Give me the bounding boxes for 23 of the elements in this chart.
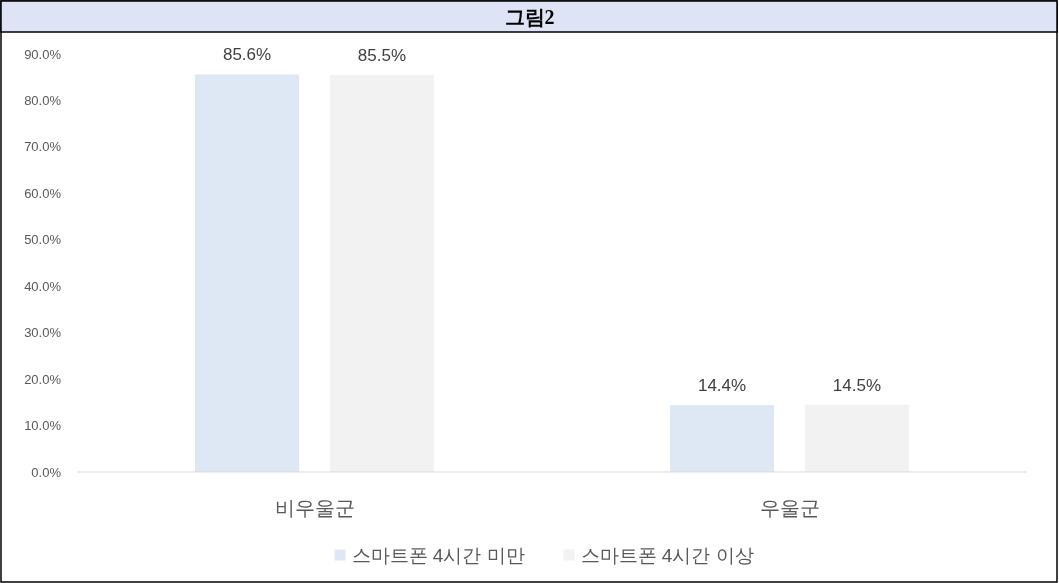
legend-label: 스마트폰 4시간 미만 xyxy=(351,544,525,566)
bar xyxy=(195,74,300,472)
data-label: 85.5% xyxy=(357,45,407,65)
y-tick-label: 30.0% xyxy=(24,325,62,341)
y-tick-label: 70.0% xyxy=(24,139,62,155)
data-label: 85.6% xyxy=(222,45,272,65)
x-tick-label: 우울군 xyxy=(759,497,820,519)
x-tick-label: 비우울군 xyxy=(274,497,355,519)
legend-label: 스마트폰 4시간 이상 xyxy=(580,544,754,566)
chart-title: 그림2 xyxy=(504,6,555,28)
bar xyxy=(670,405,775,472)
y-tick-label: 40.0% xyxy=(24,278,62,294)
y-tick-label: 0.0% xyxy=(31,464,62,480)
y-tick-label: 90.0% xyxy=(24,46,62,62)
y-tick-label: 10.0% xyxy=(24,418,62,434)
y-tick-label: 50.0% xyxy=(24,232,62,248)
y-tick-label: 60.0% xyxy=(24,185,62,201)
y-tick-label: 20.0% xyxy=(24,371,62,387)
data-label: 14.5% xyxy=(832,375,882,395)
bar xyxy=(804,404,909,472)
bar xyxy=(329,74,434,472)
y-tick-label: 80.0% xyxy=(24,92,62,108)
data-label: 14.4% xyxy=(697,376,747,396)
